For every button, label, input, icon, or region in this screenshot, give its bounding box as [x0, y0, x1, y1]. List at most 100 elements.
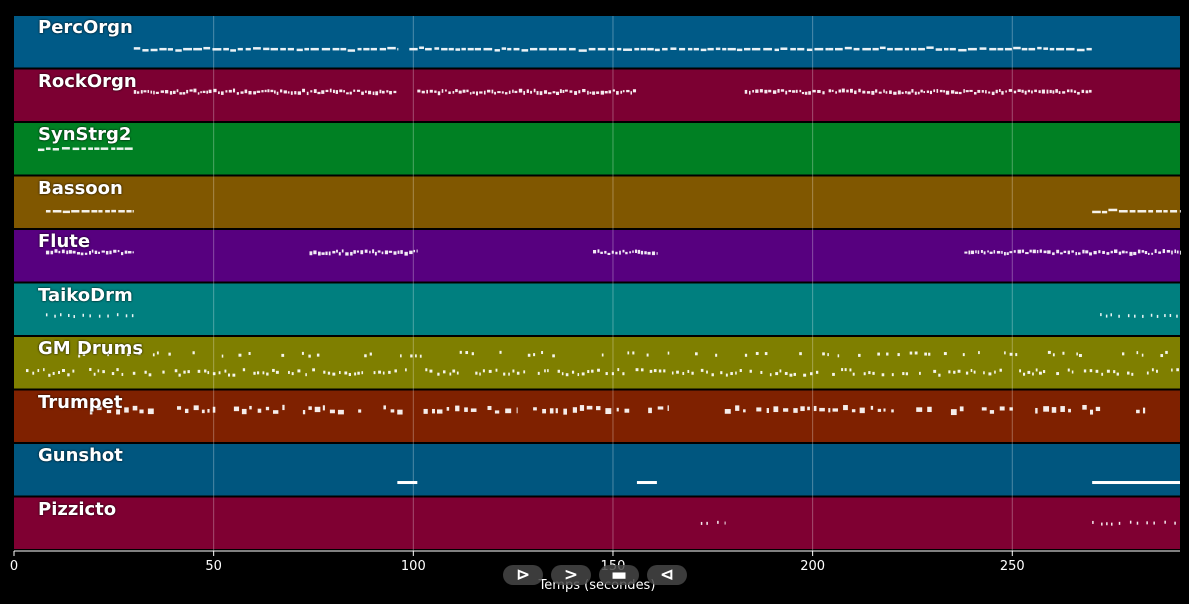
note [905, 372, 909, 376]
note [724, 409, 731, 414]
note [682, 371, 685, 375]
note [1095, 369, 1099, 373]
note [875, 89, 878, 93]
note [147, 408, 154, 415]
note [113, 249, 117, 253]
note [1106, 252, 1110, 255]
note [1166, 249, 1171, 253]
note [625, 251, 628, 255]
note [518, 88, 523, 93]
note [774, 48, 779, 52]
note [640, 250, 644, 255]
note [766, 408, 770, 413]
next-button[interactable]: > [551, 565, 591, 585]
note [815, 370, 819, 374]
note [1100, 313, 1102, 317]
note [1136, 409, 1140, 414]
note [1146, 371, 1149, 375]
note [94, 147, 100, 150]
note [88, 147, 93, 150]
note [136, 91, 140, 94]
note [321, 47, 331, 51]
note [466, 89, 469, 93]
note [52, 371, 55, 375]
note [327, 371, 331, 375]
note [127, 251, 132, 254]
note [627, 351, 630, 355]
prev-button[interactable]: ⊲ [647, 565, 687, 585]
note [793, 372, 796, 376]
play-button[interactable]: ⊳ [503, 565, 543, 585]
note [1001, 91, 1004, 95]
note [78, 354, 81, 358]
track-lane [14, 16, 1180, 68]
note [503, 372, 506, 376]
note [1004, 47, 1012, 51]
note [1009, 352, 1013, 356]
note [465, 351, 469, 355]
note [853, 47, 860, 51]
note [835, 47, 843, 51]
note [868, 371, 871, 375]
note [156, 351, 159, 355]
note [97, 369, 100, 373]
note [593, 250, 597, 254]
note [167, 48, 173, 51]
note [788, 89, 792, 93]
note [569, 90, 573, 93]
note [607, 252, 611, 256]
note [257, 408, 262, 413]
note [416, 249, 418, 253]
note [656, 252, 658, 255]
track-lane [14, 283, 1180, 335]
note [369, 250, 371, 254]
note [926, 90, 930, 93]
note [981, 407, 987, 411]
note [891, 373, 894, 377]
note [512, 89, 514, 93]
note [72, 147, 80, 151]
note [455, 405, 460, 412]
note [43, 368, 45, 372]
note [748, 90, 751, 95]
note [1095, 406, 1101, 412]
note [756, 407, 762, 412]
note [1121, 250, 1125, 254]
note [423, 408, 428, 414]
note [537, 371, 540, 375]
note [116, 368, 119, 372]
note [455, 89, 458, 93]
note [676, 370, 679, 374]
note [1021, 89, 1024, 93]
note [636, 481, 657, 485]
stop-button[interactable]: ▬ [599, 565, 639, 585]
note [1083, 369, 1087, 373]
note [558, 47, 567, 51]
note [516, 371, 520, 375]
note [183, 370, 186, 374]
note [919, 371, 921, 375]
note [218, 91, 220, 95]
note [954, 91, 959, 94]
note [807, 406, 810, 411]
note [862, 90, 866, 94]
note [608, 47, 615, 51]
note [193, 88, 197, 93]
note [138, 352, 141, 356]
note [1017, 249, 1021, 254]
note [325, 251, 328, 256]
note [1133, 251, 1137, 256]
note [175, 49, 182, 52]
note [997, 47, 1004, 51]
note [706, 521, 708, 525]
note [448, 47, 454, 51]
note [1021, 249, 1025, 253]
note [909, 351, 913, 355]
note [1113, 370, 1116, 374]
note [360, 250, 364, 255]
note [116, 147, 124, 150]
track-lane [14, 497, 1180, 549]
note [178, 373, 181, 377]
note [548, 47, 558, 51]
note [452, 369, 456, 373]
